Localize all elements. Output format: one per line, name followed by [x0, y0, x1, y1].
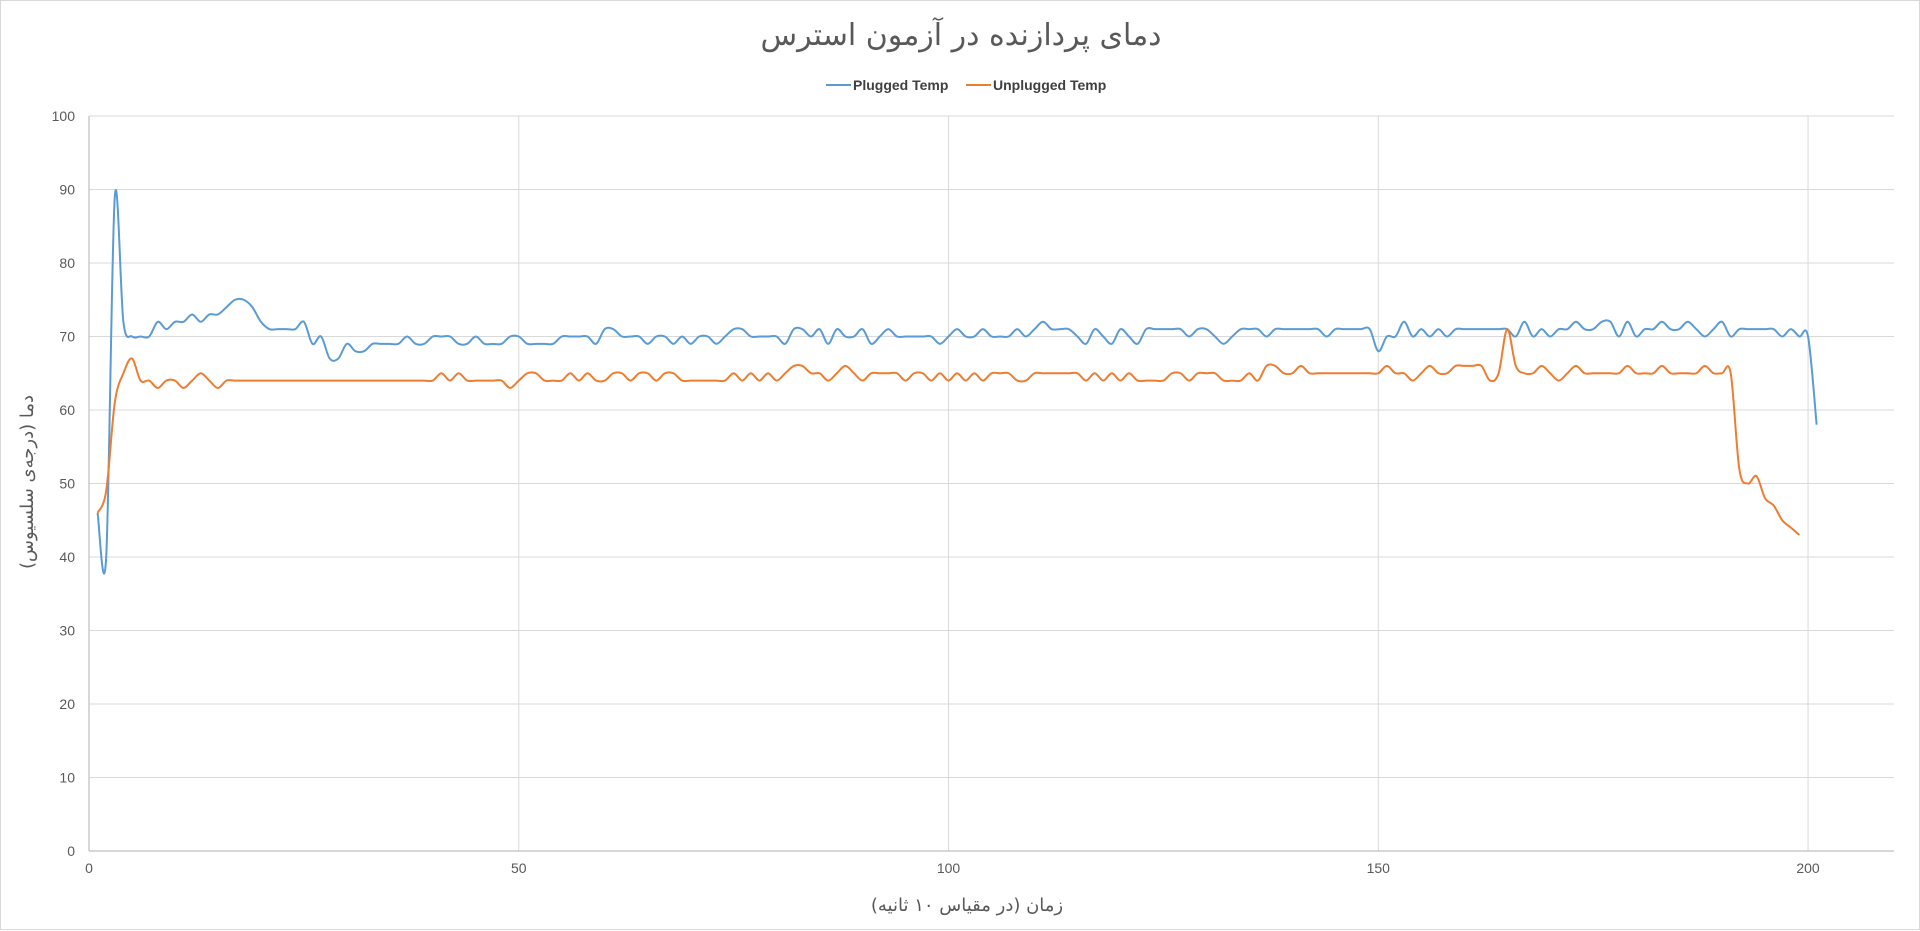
y-tick-label: 70 — [59, 329, 75, 345]
y-tick-label: 60 — [59, 402, 75, 418]
y-axis-title: دما (درجه‌ی سلسیوس) — [17, 395, 38, 569]
x-axis-title: زمان (در مقیاس ۱۰ ثانیه) — [871, 895, 1063, 916]
y-tick-label: 50 — [59, 476, 75, 492]
y-tick-label: 0 — [67, 843, 75, 859]
x-tick-label: 0 — [85, 860, 93, 876]
grid-lines — [89, 115, 1894, 851]
series-line-unplugged — [96, 328, 1801, 536]
legend: Plugged Temp Unplugged Temp — [826, 77, 1106, 93]
y-tick-label: 20 — [59, 696, 75, 712]
y-tick-label: 10 — [59, 770, 75, 786]
axes: 0 10 20 30 40 50 60 70 80 90 100 0 50 100 150 200 — [52, 108, 1894, 876]
x-tick-label: 200 — [1796, 860, 1820, 876]
x-tick-label: 150 — [1367, 860, 1391, 876]
y-tick-label: 90 — [59, 182, 75, 198]
y-tick-label: 30 — [59, 623, 75, 639]
chart-title: دمای پردازنده در آزمون استرس — [760, 17, 1161, 53]
x-tick-label: 100 — [937, 860, 961, 876]
y-tick-label: 100 — [52, 108, 76, 124]
y-tick-label: 40 — [59, 549, 75, 565]
x-tick-label: 50 — [511, 860, 527, 876]
series-lines — [96, 189, 1818, 575]
legend-label-unplugged: Unplugged Temp — [993, 77, 1106, 93]
y-tick-label: 80 — [59, 255, 75, 271]
legend-label-plugged: Plugged Temp — [853, 77, 948, 93]
series-line-plugged — [96, 189, 1818, 575]
